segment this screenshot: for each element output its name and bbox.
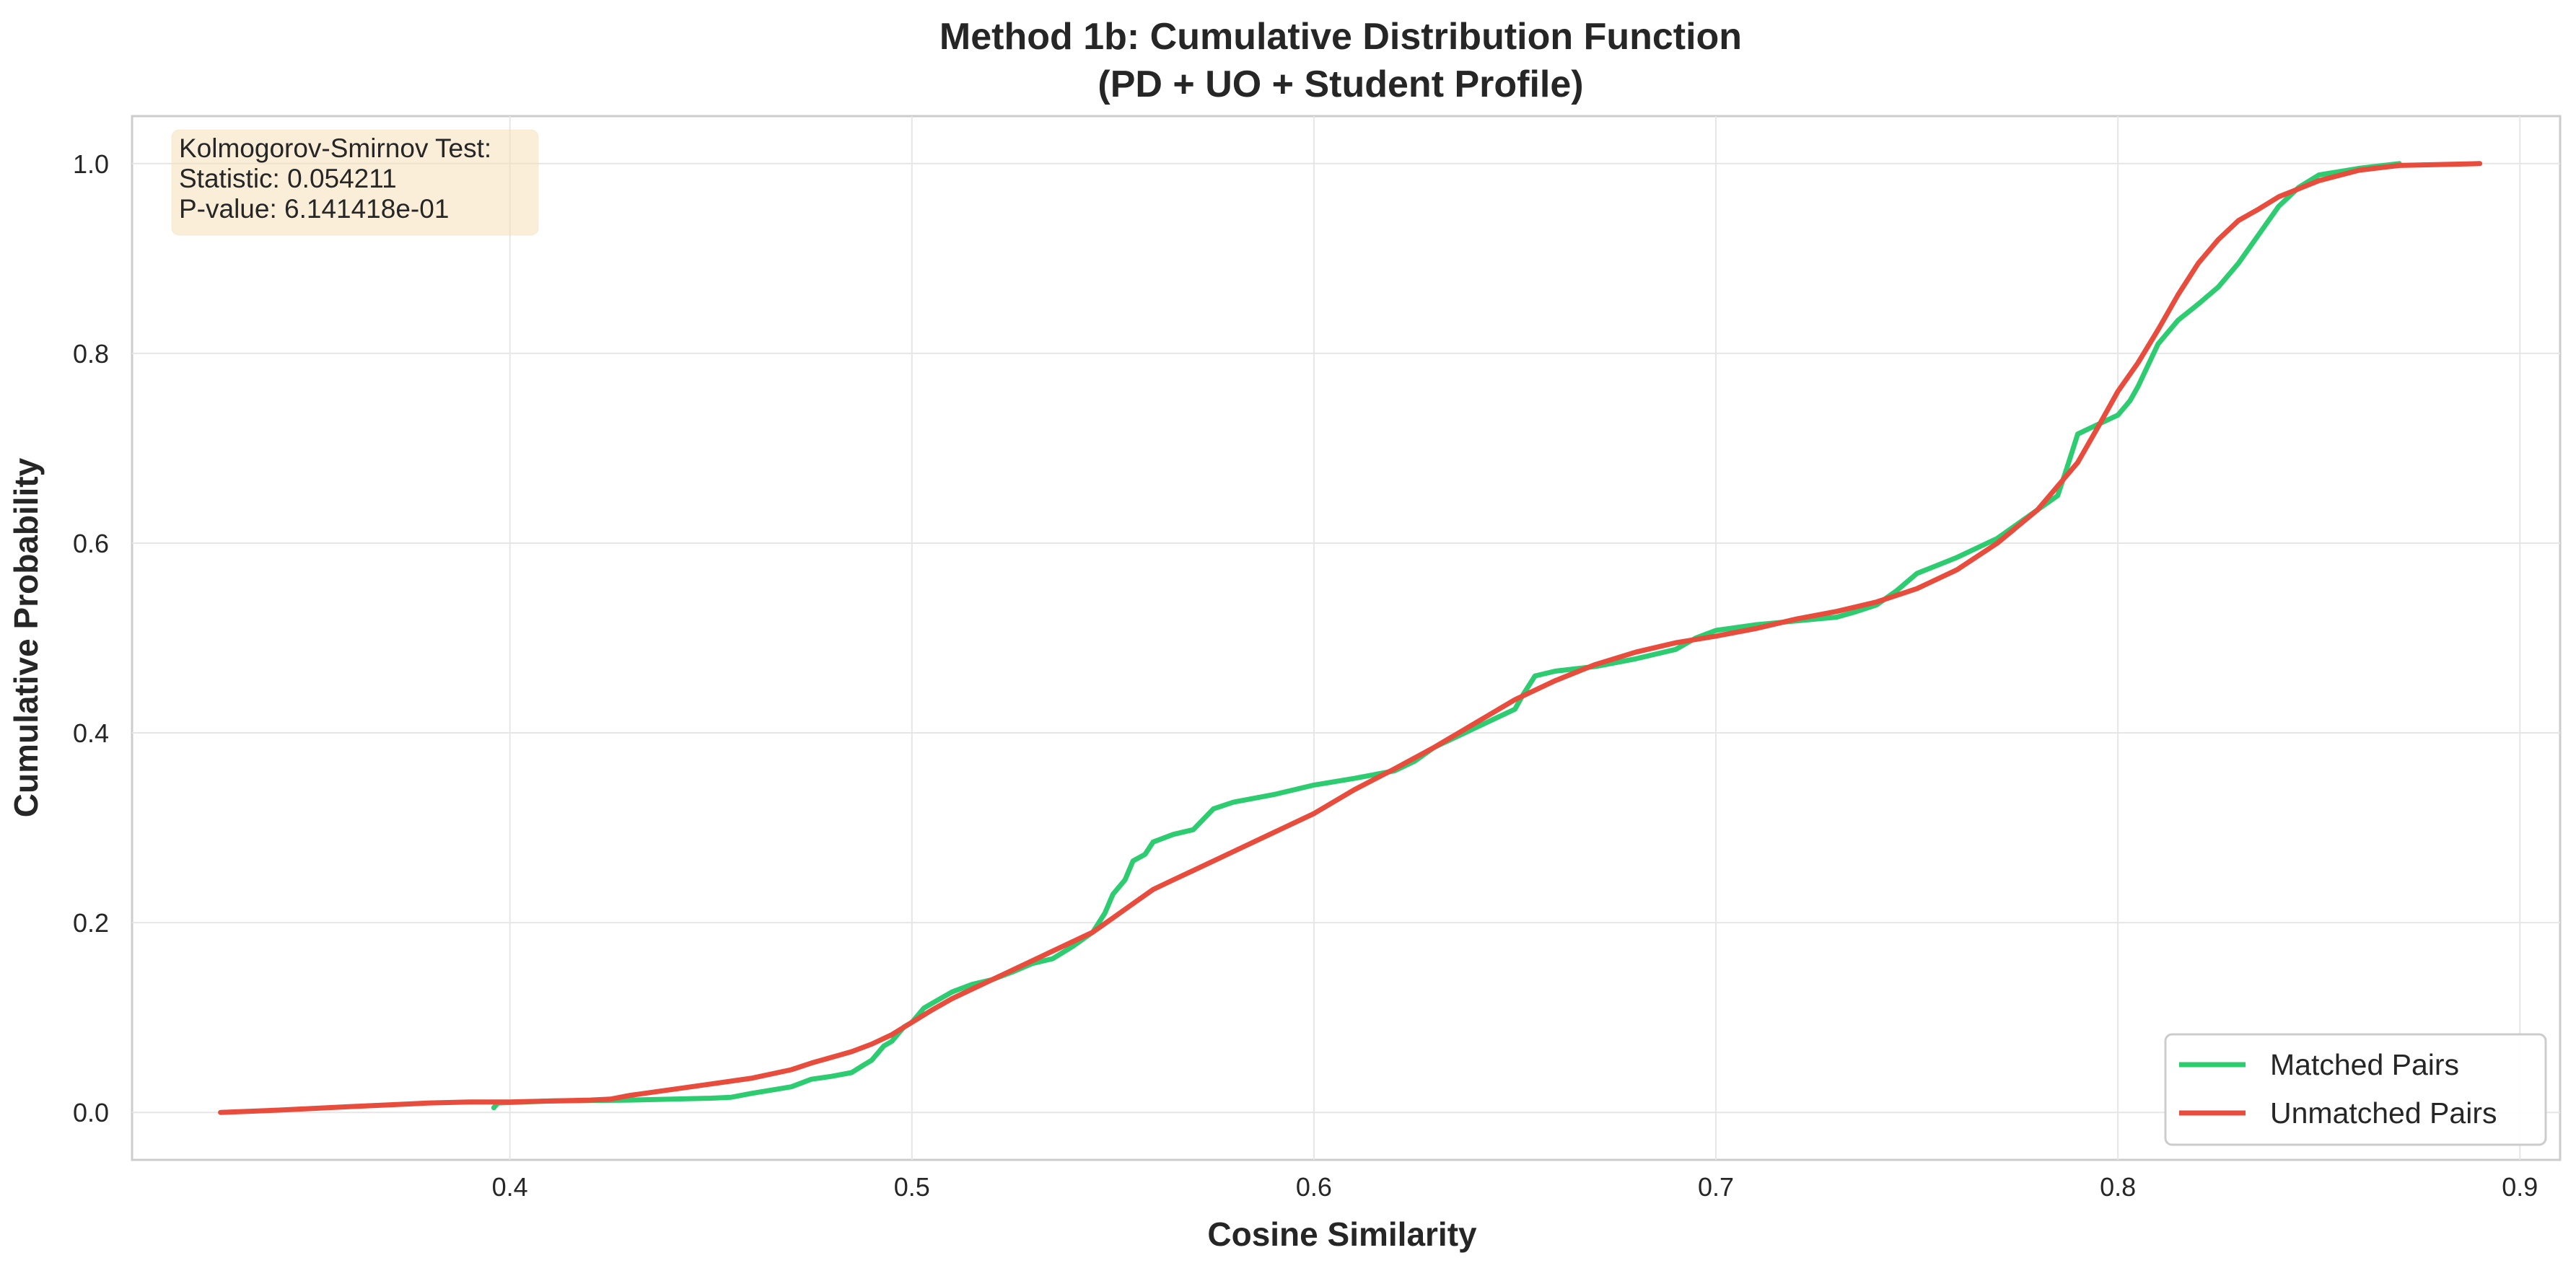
x-axis-label: Cosine Similarity [1207, 1215, 1477, 1253]
legend-box [2164, 1033, 2547, 1146]
annotation-line-p-value: P-value: 6.141418e-01 [179, 194, 449, 224]
y-tick-label: 0.4 [73, 718, 109, 748]
legend: Matched Pairs Unmatched Pairs [2164, 1033, 2547, 1146]
x-tick-label: 0.5 [894, 1172, 930, 1202]
chart-title-line-2: (PD + UO + Student Profile) [1098, 63, 1583, 105]
tick-labels: 0.4 0.5 0.6 0.7 0.8 0.9 0.0 0.2 0.4 0.6 0.8 1.0 [73, 149, 2538, 1202]
series-line-unmatched-pairs [218, 161, 2483, 1115]
x-tick-label: 0.9 [2502, 1172, 2538, 1202]
y-axis-label: Cumulative Probability [7, 457, 45, 817]
y-tick-label: 0.8 [73, 339, 109, 369]
plot-area [131, 115, 2562, 1161]
x-tick-label: 0.7 [1698, 1172, 1734, 1202]
ks-test-annotation: Kolmogorov-Smirnov Test: Statistic: 0.05… [171, 129, 539, 236]
x-tick-label: 0.4 [492, 1172, 528, 1202]
legend-label-unmatched-pairs: Unmatched Pairs [2270, 1096, 2497, 1130]
chart-title-line-1: Method 1b: Cumulative Distribution Funct… [939, 16, 1742, 58]
annotation-line-statistic: Statistic: 0.054211 [179, 164, 397, 193]
y-tick-label: 0.6 [73, 529, 109, 558]
y-tick-label: 0.0 [73, 1098, 109, 1127]
y-tick-label: 0.2 [73, 908, 109, 938]
legend-label-matched-pairs: Matched Pairs [2270, 1048, 2459, 1081]
y-tick-label: 1.0 [73, 149, 109, 179]
x-tick-label: 0.8 [2100, 1172, 2136, 1202]
series-lines [218, 161, 2483, 1115]
x-tick-label: 0.6 [1296, 1172, 1332, 1202]
annotation-box [171, 129, 539, 236]
annotation-line-test-name: Kolmogorov-Smirnov Test: [179, 133, 491, 163]
